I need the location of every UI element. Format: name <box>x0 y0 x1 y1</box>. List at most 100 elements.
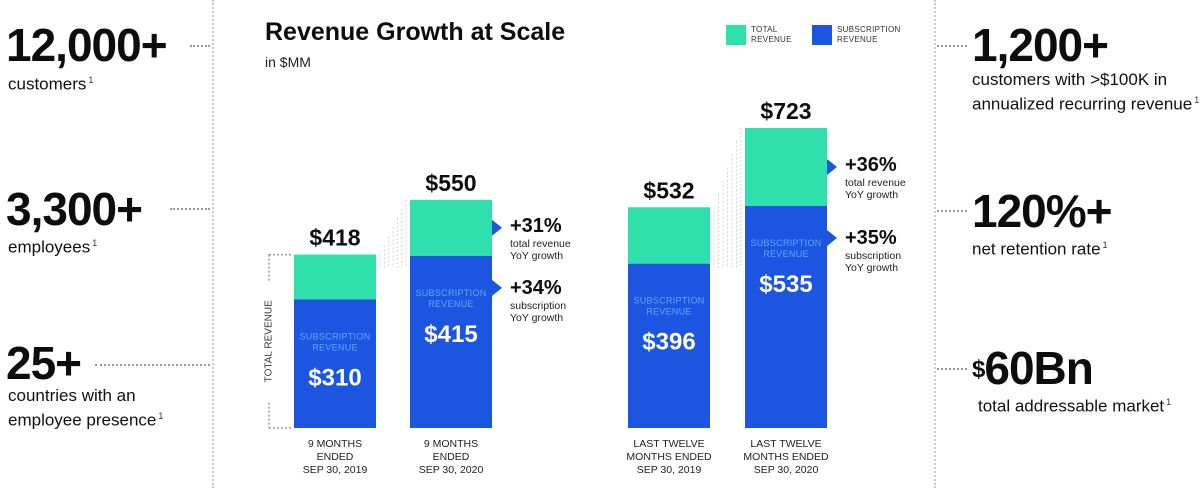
subscription-inner-label-line1: SUBSCRIPTION <box>750 238 821 248</box>
growth-arrow-subscription <box>492 279 502 296</box>
growth-subscription-caption-line2: YoY growth <box>845 262 898 274</box>
growth-subscription-caption-line1: subscription <box>510 300 566 312</box>
stat-employees-leader <box>170 208 210 210</box>
subscription-inner-label-line1: SUBSCRIPTION <box>415 288 486 298</box>
category-label-line: SEP 30, 2020 <box>754 464 819 476</box>
category-label-line: ENDED <box>433 451 470 463</box>
stat-big-customers-label-line2: annualized recurring revenue <box>972 94 1193 114</box>
footnote-mark: 1 <box>88 75 94 85</box>
growth-arrow-total <box>492 219 502 236</box>
growth-total-caption-line1: total revenue <box>510 238 571 250</box>
category-label-line: 9 MONTHS <box>308 438 362 450</box>
stat-retention-value: 120%+ <box>972 185 1113 237</box>
subscription-value-label: $310 <box>308 364 361 391</box>
stat-employees-label-text: employees <box>8 237 91 257</box>
subscription-inner-label-line2: REVENUE <box>312 342 358 352</box>
stat-retention-leader <box>937 210 967 212</box>
stat-retention-label-text: net retention rate <box>972 239 1101 259</box>
bar-subscription-revenue <box>410 255 492 428</box>
stat-countries-label: countries with an employee presence 1 <box>8 386 163 431</box>
category-label-line: SEP 30, 2020 <box>419 464 484 476</box>
legend-total-label: TOTAL REVENUE <box>751 25 811 45</box>
stat-big-customers-leader <box>937 45 967 47</box>
growth-total-caption-line2: YoY growth <box>845 189 898 201</box>
stat-countries-label-line1: countries with an <box>8 386 136 405</box>
bar-total-revenue <box>745 128 827 207</box>
growth-total-caption-line1: total revenue <box>845 177 906 189</box>
stat-customers-label-text: customers <box>8 74 87 94</box>
bar-total-revenue <box>628 207 710 264</box>
left-divider <box>212 0 214 488</box>
category-label-line: SEP 30, 2019 <box>637 464 702 476</box>
growth-subscription-value: +35% <box>845 227 897 249</box>
bar-total-revenue <box>294 254 376 300</box>
growth-arrow-subscription <box>827 230 837 247</box>
stat-tam-number: 60Bn <box>984 342 1093 394</box>
total-value-label: $532 <box>643 177 694 203</box>
chart-title: Revenue Growth at Scale <box>265 18 566 46</box>
growth-total-caption-line2: YoY growth <box>510 250 563 262</box>
category-label-line: MONTHS ENDED <box>743 451 829 463</box>
subscription-inner-label-line1: SUBSCRIPTION <box>633 296 704 306</box>
footnote-mark: 1 <box>158 411 164 421</box>
bar-subscription-revenue <box>628 263 710 428</box>
legend-subscription-label: SUBSCRIPTION REVENUE <box>837 25 907 45</box>
stat-customers-label: customers 1 <box>8 70 93 95</box>
stat-big-customers-label-line1: customers with >$100K in <box>972 70 1168 89</box>
growth-total-value: +31% <box>510 215 562 237</box>
subscription-value-label: $415 <box>424 321 477 348</box>
subscription-inner-label-line2: REVENUE <box>763 249 809 259</box>
axis-label-bg <box>261 281 277 402</box>
stat-countries-leader <box>95 364 210 366</box>
stat-tam-value: $60Bn <box>972 342 1094 394</box>
total-value-label: $723 <box>760 98 811 124</box>
subscription-value-label: $535 <box>759 271 812 298</box>
category-label-line: SEP 30, 2019 <box>303 464 368 476</box>
stat-customers-leader <box>190 45 210 47</box>
category-label-line: 9 MONTHS <box>424 438 478 450</box>
legend-total-swatch <box>726 25 746 45</box>
stat-tam-prefix: $ <box>972 356 985 383</box>
footnote-mark: 1 <box>92 238 98 248</box>
stat-customers-value: 12,000+ <box>6 19 168 71</box>
bar-subscription-revenue <box>294 299 376 428</box>
footnote-mark: 1 <box>1166 397 1172 407</box>
stat-countries-value: 25+ <box>6 337 82 389</box>
growth-subscription-caption-line1: subscription <box>845 250 901 262</box>
legend-subscription-text: SUBSCRIPTION REVENUE <box>837 25 901 44</box>
category-label-line: MONTHS ENDED <box>626 451 712 463</box>
category-label-line: LAST TWELVE <box>633 438 704 450</box>
legend-subscription-swatch <box>812 25 832 45</box>
footnote-mark: 1 <box>1194 95 1200 105</box>
axis-label: TOTAL REVENUE <box>264 300 275 382</box>
growth-arrow-total <box>827 159 837 176</box>
subscription-value-label: $396 <box>642 329 695 356</box>
growth-subscription-caption-line2: YoY growth <box>510 312 563 324</box>
bar-subscription-revenue <box>745 206 827 428</box>
stat-employees-label: employees 1 <box>8 233 97 258</box>
stat-countries-label-line2: employee presence <box>8 410 157 430</box>
footnote-mark: 1 <box>1102 240 1108 250</box>
stat-tam-label: total addressable market 1 <box>978 392 1171 417</box>
legend-total-text: TOTAL REVENUE <box>751 25 792 44</box>
chart-subtitle: in $MM <box>265 54 311 70</box>
subscription-inner-label-line2: REVENUE <box>428 299 474 309</box>
total-value-label: $418 <box>309 225 360 251</box>
stat-retention-label: net retention rate 1 <box>972 235 1108 260</box>
category-label-line: LAST TWELVE <box>750 438 821 450</box>
subscription-inner-label-line2: REVENUE <box>646 307 692 317</box>
stat-big-customers-label: customers with >$100K in annualized recu… <box>972 70 1199 115</box>
stat-employees-value: 3,300+ <box>6 183 143 235</box>
stat-big-customers-value: 1,200+ <box>972 19 1109 71</box>
stat-tam-label-text: total addressable market <box>978 396 1165 416</box>
subscription-inner-label-line1: SUBSCRIPTION <box>299 331 370 341</box>
growth-total-value: +36% <box>845 154 897 176</box>
total-value-label: $550 <box>425 170 476 196</box>
bar-total-revenue <box>410 199 492 256</box>
right-divider <box>934 0 936 488</box>
category-label-line: ENDED <box>317 451 354 463</box>
stat-tam-leader <box>937 368 967 370</box>
growth-subscription-value: +34% <box>510 277 562 299</box>
